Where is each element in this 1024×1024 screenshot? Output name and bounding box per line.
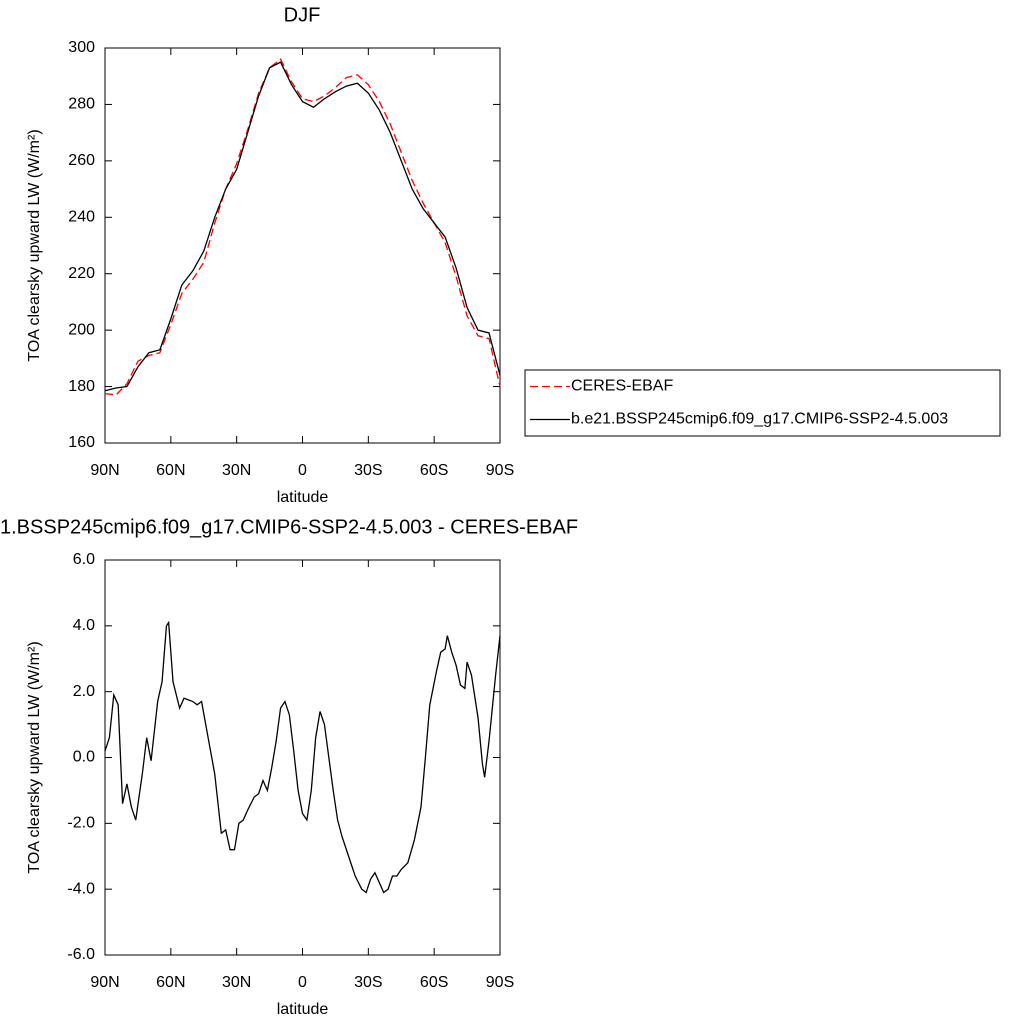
y-axis-label: TOA clearsky upward LW (W/m²)	[26, 641, 43, 873]
legend-box	[524, 369, 1001, 437]
chart-title: DJF	[284, 4, 321, 26]
y-tick-label: -6.0	[67, 946, 95, 963]
x-tick-label: 90S	[486, 974, 514, 991]
data-line	[104, 620, 501, 894]
legend-label: b.e21.BSSP245cmip6.f09_g17.CMIP6-SSP2-4.…	[571, 411, 948, 428]
x-tick-label: 90N	[90, 462, 119, 479]
y-tick-label: 2.0	[73, 683, 95, 700]
x-tick-label: 30S	[354, 462, 382, 479]
y-tick-label: 260	[68, 152, 95, 169]
y-tick-label: -2.0	[67, 815, 95, 832]
x-tick-label: 60N	[156, 974, 185, 991]
x-tick-label: 30N	[222, 462, 251, 479]
x-axis-label: latitude	[277, 1001, 329, 1018]
y-tick-label: 0.0	[73, 749, 95, 766]
plot-frame	[104, 559, 501, 956]
y-tick-label: -4.0	[67, 880, 95, 897]
data-line	[104, 61, 501, 392]
y-tick-label: 240	[68, 209, 95, 226]
x-tick-label: 60S	[420, 974, 448, 991]
x-tick-label: 0	[298, 974, 307, 991]
x-tick-label: 90N	[90, 974, 119, 991]
y-tick-label: 6.0	[73, 551, 95, 568]
y-tick-label: 200	[68, 321, 95, 338]
x-axis-label: latitude	[277, 489, 329, 506]
x-tick-label: 30N	[222, 974, 251, 991]
y-tick-label: 220	[68, 265, 95, 282]
x-tick-label: 30S	[354, 974, 382, 991]
x-tick-label: 60S	[420, 462, 448, 479]
y-tick-label: 4.0	[73, 617, 95, 634]
x-tick-label: 60N	[156, 462, 185, 479]
plot-frame	[104, 47, 501, 444]
data-line	[104, 58, 501, 396]
y-tick-label: 160	[68, 434, 95, 451]
y-tick-label: 280	[68, 96, 95, 113]
y-axis-label: TOA clearsky upward LW (W/m²)	[26, 129, 43, 361]
y-tick-label: 180	[68, 378, 95, 395]
y-tick-label: 300	[68, 39, 95, 56]
chart-title: 1.BSSP245cmip6.f09_g17.CMIP6-SSP2-4.5.00…	[0, 516, 578, 538]
x-tick-label: 90S	[486, 462, 514, 479]
legend-label: CERES-EBAF	[571, 378, 673, 395]
x-tick-label: 0	[298, 462, 307, 479]
